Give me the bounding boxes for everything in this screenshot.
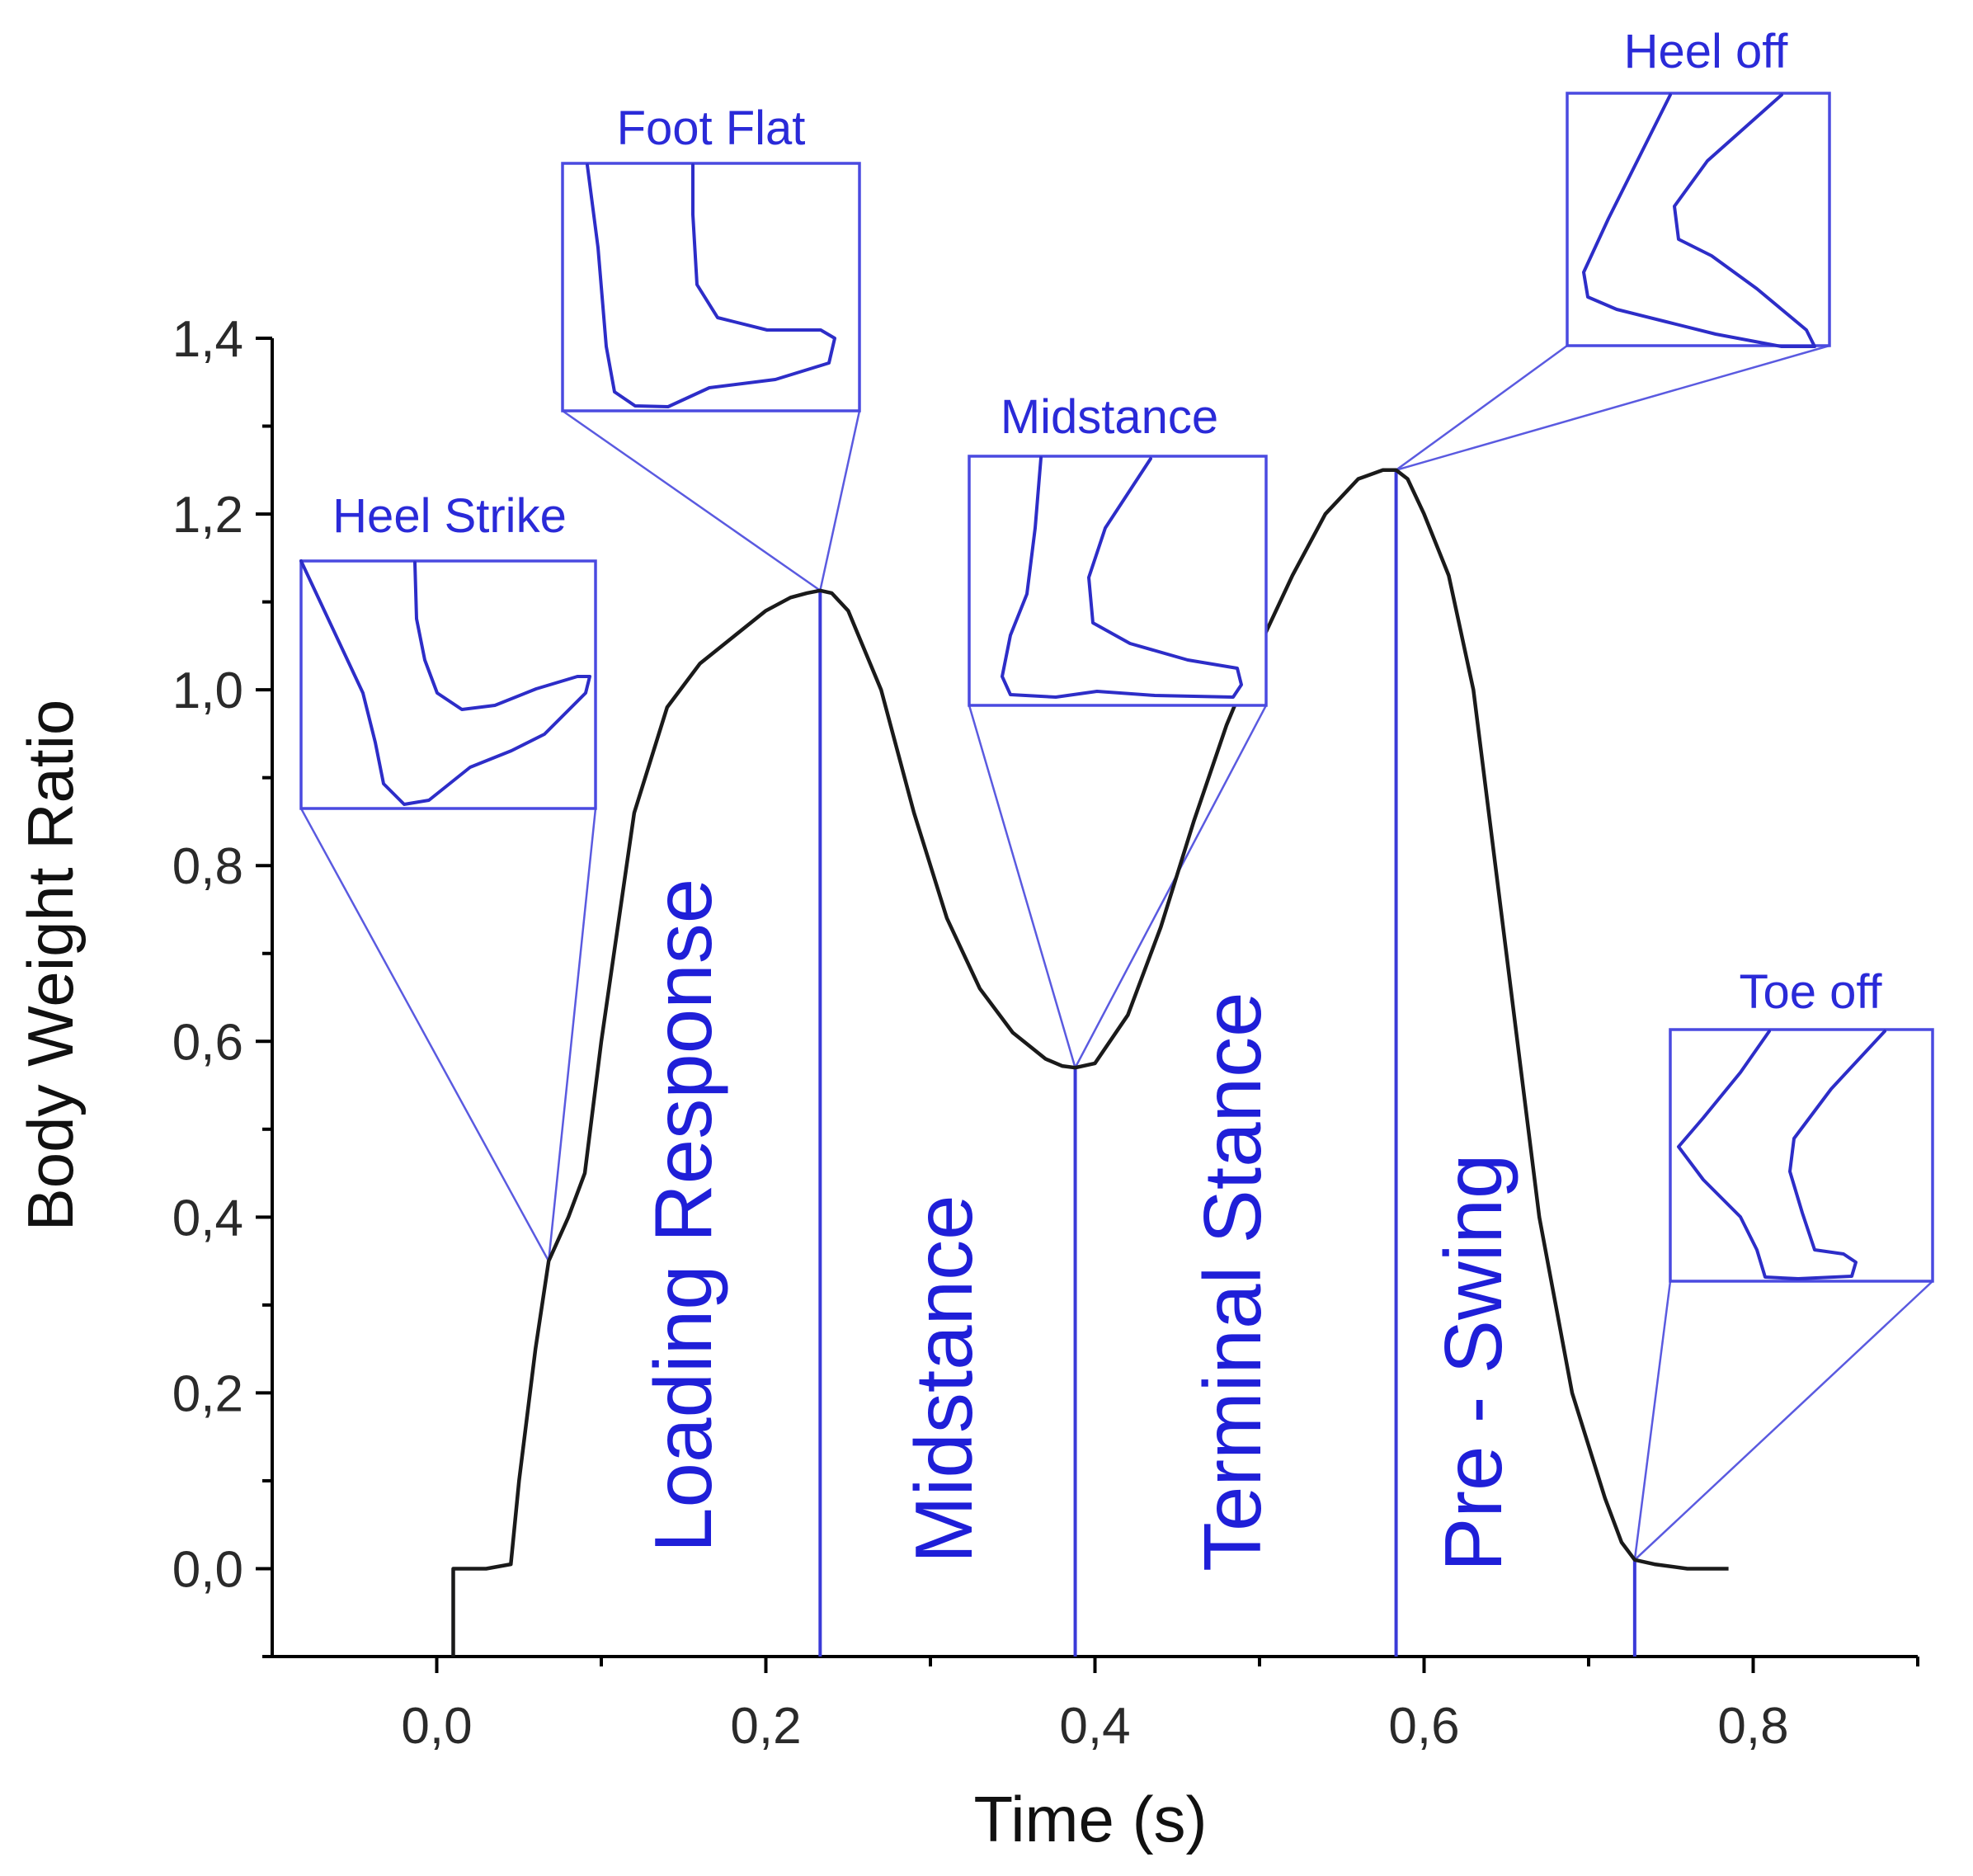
inset-leader-line [1074,705,1268,1068]
x-tick-label: 0,6 [1388,1698,1459,1755]
y-tick-label: 0,8 [172,838,243,895]
y-tick-label: 0,4 [172,1190,243,1247]
foot-heel-off-icon [1582,93,1816,348]
inset-leader-lines [299,344,1933,1561]
inset-leader-line [968,705,1076,1068]
inset-leader-line [1395,344,1568,471]
foot-foot-flat-icon [586,163,836,408]
x-tick-label: 0,0 [401,1698,472,1755]
foot-midstance-icon [1001,456,1243,699]
inset-heel-strike: Heel Strike [299,489,597,810]
inset-frame [1566,92,1831,347]
phase-label-midstance: Midstance [898,1195,989,1563]
phase-label-pre-swing: Pre - Swing [1428,1153,1519,1572]
inset-toe-off: Toe off [1669,965,1934,1283]
inset-title-foot-flat: Foot Flat [617,101,806,155]
inset-frame [561,162,861,412]
inset-midstance: Midstance [968,390,1268,707]
y-tick-label: 0,0 [172,1541,243,1598]
inset-title-midstance: Midstance [1001,390,1218,444]
inset-leader-line [1633,1280,1672,1560]
inset-leader-line [299,808,550,1262]
ticks: 0,0 0,2 0,4 0,6 0,8 0,0 0,2 0,4 0,6 0,8 1,0 1,2 1,4 [172,311,1919,1755]
foot-heel-strike-icon [299,559,591,806]
inset-frame [1669,1028,1934,1283]
x-tick-label: 0,8 [1717,1698,1788,1755]
inset-leader-line [1396,344,1830,472]
inset-leader-line [819,410,861,592]
inset-leader-line [562,409,822,592]
y-tick-label: 1,4 [172,311,243,368]
y-tick-label: 0,2 [172,1365,243,1422]
phase-label-loading-response: Loading Response [638,879,728,1553]
y-tick-label: 1,2 [172,487,243,544]
inset-title-toe-off: Toe off [1739,965,1882,1019]
x-tick-label: 0,4 [1059,1698,1130,1755]
inset-title-heel-strike: Heel Strike [332,489,567,543]
y-tick-label: 1,0 [172,662,243,719]
y-axis-title: Body Weight Ratio [14,700,87,1232]
inset-frame [968,455,1268,707]
phase-markers [451,469,1636,1657]
phase-label-terminal-stance: Terminal Stance [1187,992,1278,1572]
inset-foot-flat: Foot Flat [561,101,861,412]
x-tick-label: 0,2 [730,1698,801,1755]
inset-leader-line [1634,1280,1933,1561]
foot-toe-off-icon [1677,1030,1886,1280]
x-axis-title: Time (s) [973,1783,1207,1855]
inset-title-heel-off: Heel off [1624,25,1789,78]
y-tick-label: 0,6 [172,1014,243,1071]
inset-leader-line [547,808,597,1261]
body-weight-curve [451,468,1729,1657]
inset-heel-off: Heel off [1566,25,1831,348]
